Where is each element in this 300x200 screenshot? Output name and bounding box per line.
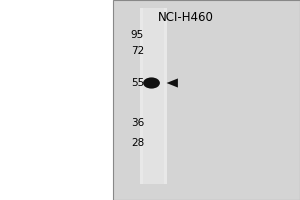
Text: 55: 55	[131, 78, 144, 88]
Text: 28: 28	[131, 138, 144, 148]
Polygon shape	[167, 78, 178, 88]
Text: 95: 95	[131, 30, 144, 40]
Bar	[140, 8, 166, 184]
Text: 36: 36	[131, 118, 144, 128]
Text: NCI-H460: NCI-H460	[158, 11, 214, 24]
Bar	[0, 0, 112, 200]
Text: 72: 72	[131, 46, 144, 56]
Bar	[142, 8, 164, 184]
Bar	[112, 0, 300, 200]
Circle shape	[143, 77, 160, 89]
